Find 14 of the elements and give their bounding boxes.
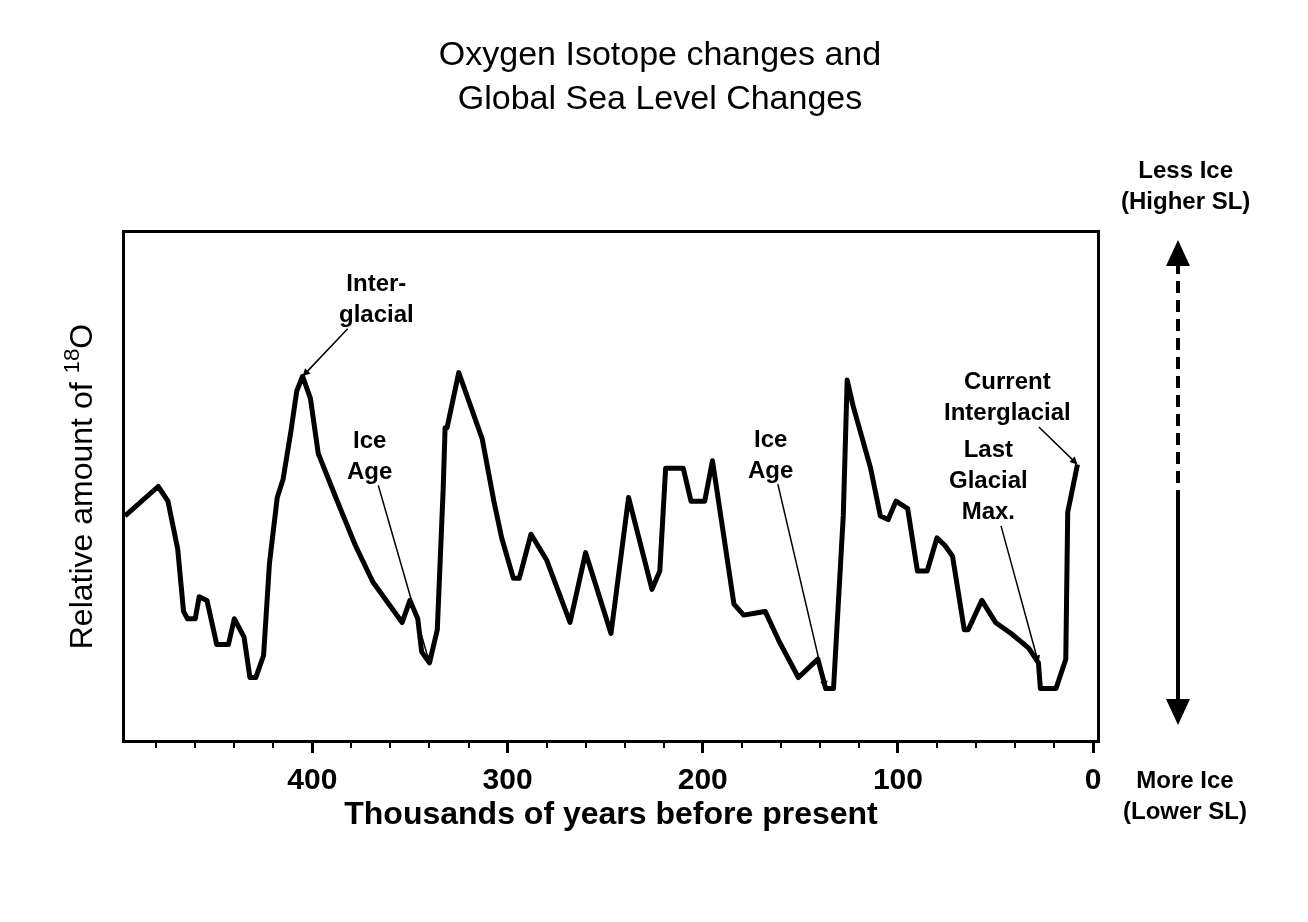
annotation: Ice Age <box>347 426 393 485</box>
annotation: Current Interglacial <box>944 367 1071 426</box>
x-tick-label: 200 <box>677 762 728 795</box>
x-axis-title: Thousands of years before present <box>344 795 879 831</box>
text: More Ice (Lower SL) <box>1123 766 1247 825</box>
chart-title: Oxygen Isotope changes and Global Sea Level Changes <box>438 33 882 116</box>
x-tick-label: 0 <box>1084 762 1102 795</box>
annotation: Ice Age <box>748 425 794 484</box>
annotation: Last Glacial Max. <box>949 435 1028 525</box>
x-tick-label: 300 <box>482 762 533 795</box>
x-tick-label: 100 <box>872 762 923 795</box>
text: Less Ice (Higher SL) <box>1121 156 1251 215</box>
x-tick-label: 400 <box>287 762 338 795</box>
annotation: Inter- glacial <box>339 269 414 328</box>
